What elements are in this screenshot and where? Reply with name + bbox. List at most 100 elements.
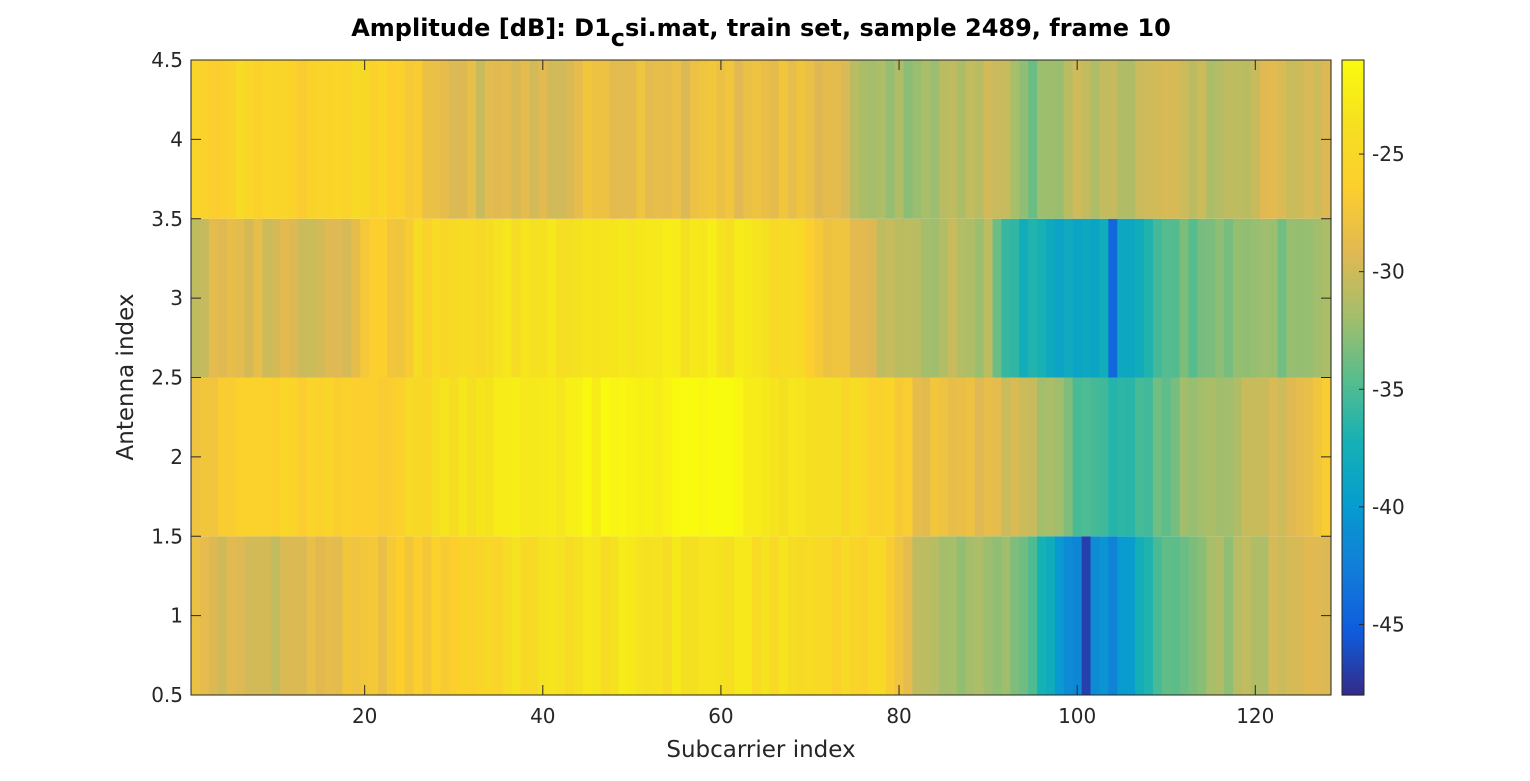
heatmap-cell bbox=[422, 218, 433, 378]
heatmap-cell bbox=[627, 218, 637, 378]
heatmap-cell bbox=[1215, 536, 1225, 695]
heatmap-cell bbox=[618, 218, 629, 378]
heatmap-cell bbox=[689, 218, 700, 378]
heatmap-cell bbox=[1028, 218, 1038, 378]
heatmap-cell bbox=[217, 60, 228, 219]
colorbar-segment bbox=[1342, 222, 1364, 228]
heatmap-cell bbox=[707, 218, 718, 378]
heatmap-cell bbox=[1277, 536, 1288, 695]
heatmap-cell bbox=[458, 218, 468, 378]
heatmap-cell bbox=[707, 60, 718, 219]
heatmap-cell bbox=[1063, 536, 1074, 695]
heatmap-cell bbox=[787, 60, 798, 219]
heatmap-cell bbox=[306, 377, 317, 537]
colorbar-segment bbox=[1342, 575, 1364, 581]
heatmap-cell bbox=[235, 60, 246, 219]
heatmap-cell bbox=[832, 218, 842, 378]
heatmap-cell bbox=[502, 536, 513, 695]
heatmap-cell bbox=[484, 377, 495, 537]
heatmap-cell bbox=[235, 377, 246, 537]
heatmap-cell bbox=[654, 60, 664, 219]
colorbar-segment bbox=[1342, 397, 1364, 402]
heatmap-cell bbox=[1090, 60, 1101, 219]
colorbar-segment bbox=[1342, 75, 1364, 81]
heatmap-cell bbox=[280, 218, 290, 378]
heatmap-cell bbox=[1206, 536, 1216, 695]
heatmap-cell bbox=[1313, 60, 1323, 219]
heatmap-cell bbox=[734, 377, 744, 537]
heatmap-cell bbox=[1250, 536, 1261, 695]
heatmap-cell bbox=[1259, 536, 1270, 695]
heatmap-cell bbox=[1001, 377, 1011, 537]
heatmap-cell bbox=[395, 60, 406, 219]
heatmap-cell bbox=[1108, 60, 1118, 219]
heatmap-cell bbox=[956, 218, 967, 378]
colorbar-segment bbox=[1342, 111, 1364, 117]
heatmap-cell bbox=[663, 218, 673, 378]
heatmap-cell bbox=[556, 218, 566, 378]
heatmap-cell bbox=[876, 60, 887, 219]
heatmap-cell bbox=[235, 536, 246, 695]
heatmap-cell bbox=[1206, 218, 1216, 378]
colorbar-segment bbox=[1342, 484, 1364, 490]
heatmap-cell bbox=[484, 60, 495, 219]
heatmap-cell bbox=[1072, 377, 1083, 537]
heatmap-cell bbox=[431, 218, 441, 378]
heatmap-cell bbox=[992, 60, 1003, 219]
heatmap-cell bbox=[413, 60, 424, 219]
heatmap-cell bbox=[600, 218, 611, 378]
colorbar-segment bbox=[1342, 504, 1364, 510]
colorbar-segment bbox=[1342, 234, 1364, 240]
heatmap-cell bbox=[271, 536, 281, 695]
heatmap-cell bbox=[342, 218, 352, 378]
heatmap-cell bbox=[431, 536, 441, 695]
y-tick-label: 0.5 bbox=[151, 683, 183, 707]
colorbar-segment bbox=[1342, 349, 1364, 355]
colorbar-tick-label: -45 bbox=[1372, 612, 1405, 636]
colorbar-segment bbox=[1342, 179, 1364, 184]
heatmap-cell bbox=[422, 377, 433, 537]
heatmap-cell bbox=[983, 60, 994, 219]
heatmap-cell bbox=[769, 60, 780, 219]
heatmap-cell bbox=[1170, 536, 1181, 695]
heatmap-cell bbox=[1054, 218, 1065, 378]
heatmap-cell bbox=[333, 536, 344, 695]
heatmap-cell bbox=[761, 377, 771, 537]
heatmap-cell bbox=[663, 377, 673, 537]
heatmap-cell bbox=[573, 60, 584, 219]
heatmap-cell bbox=[930, 377, 940, 537]
colorbar-segment bbox=[1342, 151, 1364, 156]
heatmap-cell bbox=[1126, 60, 1136, 219]
colorbar-segment bbox=[1342, 298, 1364, 303]
colorbar-segment bbox=[1342, 171, 1364, 176]
heatmap-cell bbox=[698, 218, 709, 378]
colorbar-segment bbox=[1342, 675, 1364, 680]
heatmap-cell bbox=[609, 218, 620, 378]
heatmap-cell bbox=[769, 377, 780, 537]
heatmap-cell bbox=[1206, 60, 1216, 219]
x-tick-label: 80 bbox=[886, 704, 911, 728]
colorbar-segment bbox=[1342, 452, 1364, 458]
x-tick-label: 100 bbox=[1058, 704, 1096, 728]
heatmap-cell bbox=[582, 377, 593, 537]
colorbar-segment bbox=[1342, 131, 1364, 137]
heatmap-cell bbox=[1046, 218, 1056, 378]
heatmap-cell bbox=[440, 218, 450, 378]
heatmap-cell bbox=[271, 218, 281, 378]
heatmap-cell bbox=[395, 218, 406, 378]
colorbar-segment bbox=[1342, 476, 1364, 482]
heatmap-cell bbox=[716, 377, 726, 537]
heatmap-cell bbox=[280, 536, 290, 695]
chart-title-suffix: si.mat, train set, sample 2489, frame 10 bbox=[625, 14, 1171, 42]
heatmap-cell bbox=[858, 377, 869, 537]
heatmap-cell bbox=[226, 377, 237, 537]
heatmap-cell bbox=[618, 60, 629, 219]
heatmap-cell bbox=[778, 60, 789, 219]
colorbar-segment bbox=[1342, 615, 1364, 621]
heatmap-cell bbox=[841, 536, 851, 695]
heatmap-cell bbox=[573, 218, 584, 378]
colorbar-segment bbox=[1342, 79, 1364, 85]
colorbar-segment bbox=[1342, 520, 1364, 525]
heatmap-cell bbox=[627, 60, 637, 219]
heatmap-cell bbox=[894, 60, 905, 219]
